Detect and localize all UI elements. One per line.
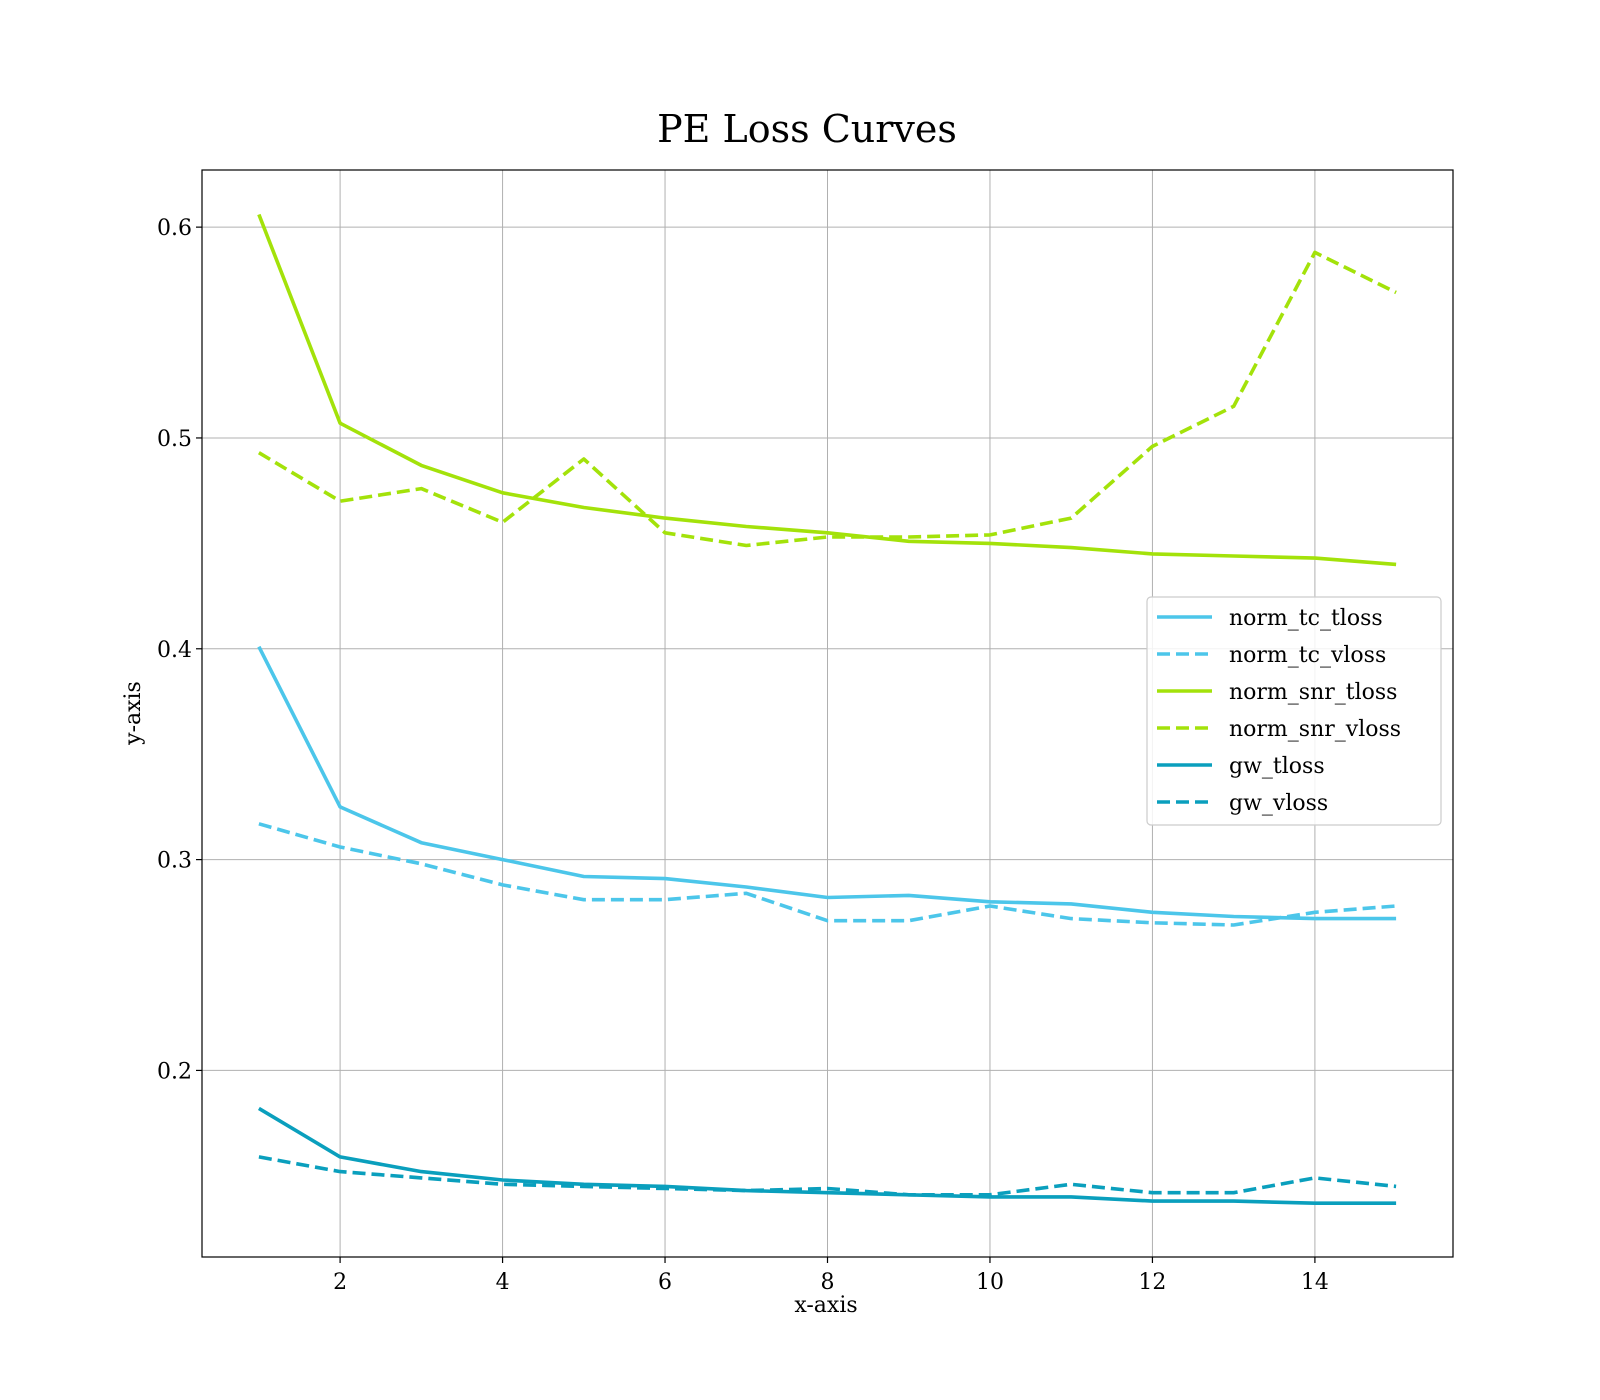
y-axis-label: y-axis bbox=[121, 681, 146, 746]
series-layer bbox=[257, 213, 1397, 1205]
legend-label: norm_tc_vloss bbox=[1229, 643, 1386, 668]
legend-item: gw_vloss bbox=[1157, 791, 1328, 816]
y-tick-label: 0.3 bbox=[157, 849, 192, 874]
x-tick-label: 12 bbox=[1138, 1270, 1166, 1295]
legend-box bbox=[1146, 596, 1442, 826]
x-tick-label: 14 bbox=[1301, 1270, 1329, 1295]
legend-label: norm_tc_tloss bbox=[1229, 606, 1383, 631]
legend-label: gw_vloss bbox=[1229, 791, 1328, 816]
x-tick-label: 10 bbox=[976, 1270, 1004, 1295]
y-axis-ticks: 0.2 0.3 0.4 0.5 0.6 bbox=[157, 216, 202, 1084]
legend-item: norm_tc_vloss bbox=[1157, 643, 1386, 668]
series-line-norm-tc-tloss bbox=[257, 645, 1397, 921]
legend-label: norm_snr_tloss bbox=[1229, 680, 1397, 705]
series-line-norm-snr-vloss bbox=[257, 250, 1397, 548]
series-line-norm-tc-vloss bbox=[258, 822, 1397, 927]
legend-item: norm_tc_tloss bbox=[1157, 606, 1383, 631]
x-tick-label: 6 bbox=[658, 1270, 672, 1295]
x-axis-label: x-axis bbox=[794, 1293, 857, 1318]
series-line-norm-snr-tloss bbox=[257, 213, 1397, 567]
legend-label: gw_tloss bbox=[1229, 754, 1325, 779]
series-line-gw-vloss bbox=[258, 1155, 1397, 1197]
legend-item: gw_tloss bbox=[1157, 754, 1325, 779]
legend-item: norm_snr_vloss bbox=[1157, 717, 1401, 742]
legend-label: norm_snr_vloss bbox=[1229, 717, 1401, 742]
x-tick-label: 2 bbox=[333, 1270, 347, 1295]
chart-title: PE Loss Curves bbox=[657, 107, 957, 151]
x-tick-label: 4 bbox=[496, 1270, 510, 1295]
x-axis-ticks: 2 4 6 8 10 12 14 bbox=[333, 1257, 1329, 1295]
y-tick-label: 0.5 bbox=[157, 427, 192, 452]
y-tick-label: 0.6 bbox=[157, 216, 192, 241]
y-tick-label: 0.2 bbox=[157, 1059, 192, 1084]
legend-item: norm_snr_tloss bbox=[1157, 680, 1397, 705]
legend: norm_tc_tloss norm_tc_vloss norm_snr_tloss… bbox=[1146, 596, 1442, 826]
x-tick-label: 8 bbox=[821, 1270, 835, 1295]
y-tick-label: 0.4 bbox=[157, 638, 192, 663]
series-line-gw-tloss bbox=[257, 1106, 1397, 1205]
